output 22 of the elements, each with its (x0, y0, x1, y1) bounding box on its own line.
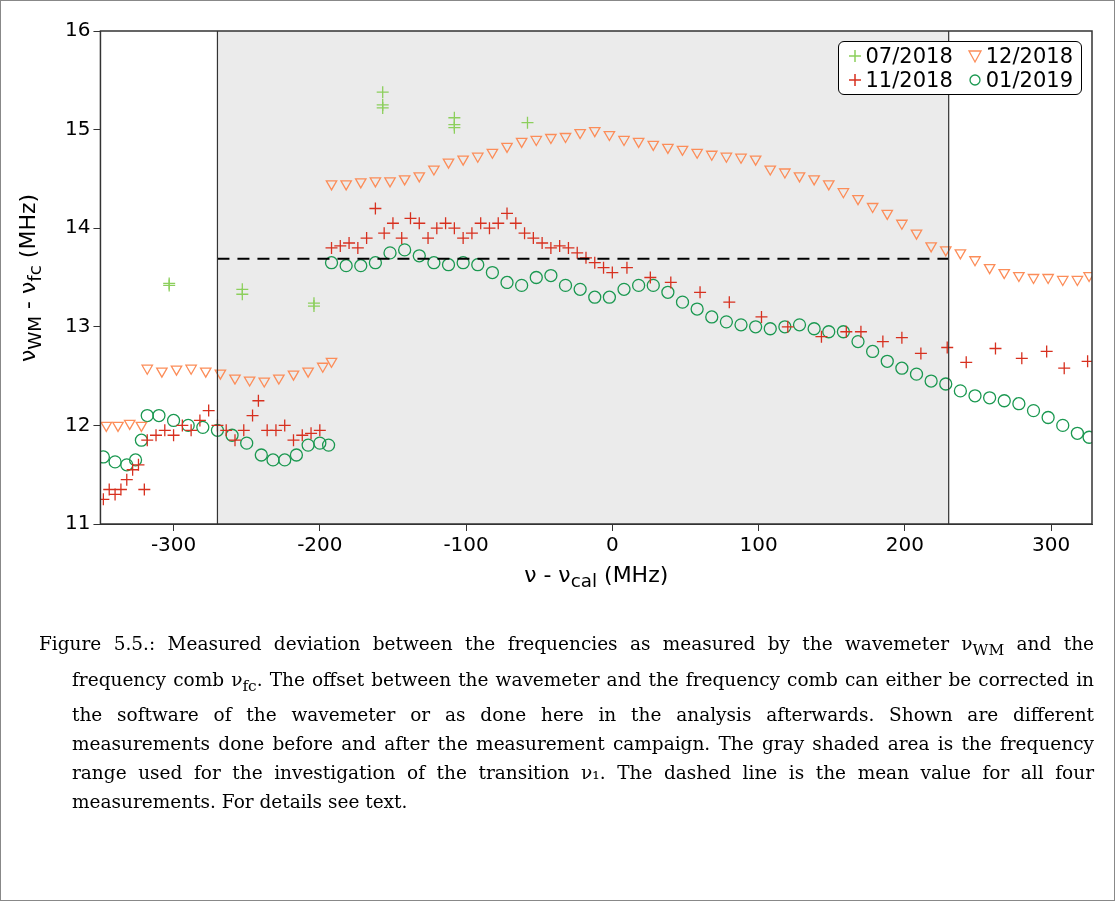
x-axis-title: ν - ν$_{cal}$ (MHz) (524, 562, 669, 592)
legend-label: 12/2018 (985, 44, 1073, 68)
point (235, 287, 249, 301)
point (376, 85, 390, 99)
x-tick-label: -100 (443, 532, 489, 557)
legend-label: 07/2018 (865, 44, 953, 68)
point (520, 116, 535, 130)
x-tick-label: 0 (605, 532, 619, 557)
x-tick-label: 300 (1031, 532, 1071, 557)
y-tick-label: 11 (65, 510, 91, 535)
legend-label: 01/2019 (985, 68, 1073, 92)
legend-label: 11/2018 (865, 68, 953, 92)
y-tick-label: 15 (65, 115, 91, 140)
x-tick-label: -200 (297, 532, 343, 557)
y-tick-label: 16 (65, 17, 91, 42)
y-tick-label: 13 (65, 313, 91, 337)
y-tick-label: 12 (65, 411, 91, 436)
x-tick-label: -300 (150, 532, 197, 557)
text: Figure 5.5.: Measured deviation between the frequencies as measured by the wavemeter ν$_{WM}$ and the frequency comb ν$_{fc}$. The offset between the wavemeter and the frequency comb can either be corrected in the software of the wavemeter or as done here in the analysis afterwards. Shown are different measurements done before and after the measurement campaign. The gray shaded area is the frequency range used for the investigation of the transition ν₁. The dashed line is the mean value for all four measurements. For details see text. (39, 633, 1094, 813)
x-tick-label: 200 (885, 532, 924, 557)
x-tick-label: 100 (739, 532, 778, 557)
y-tick-label: 14 (65, 214, 91, 239)
